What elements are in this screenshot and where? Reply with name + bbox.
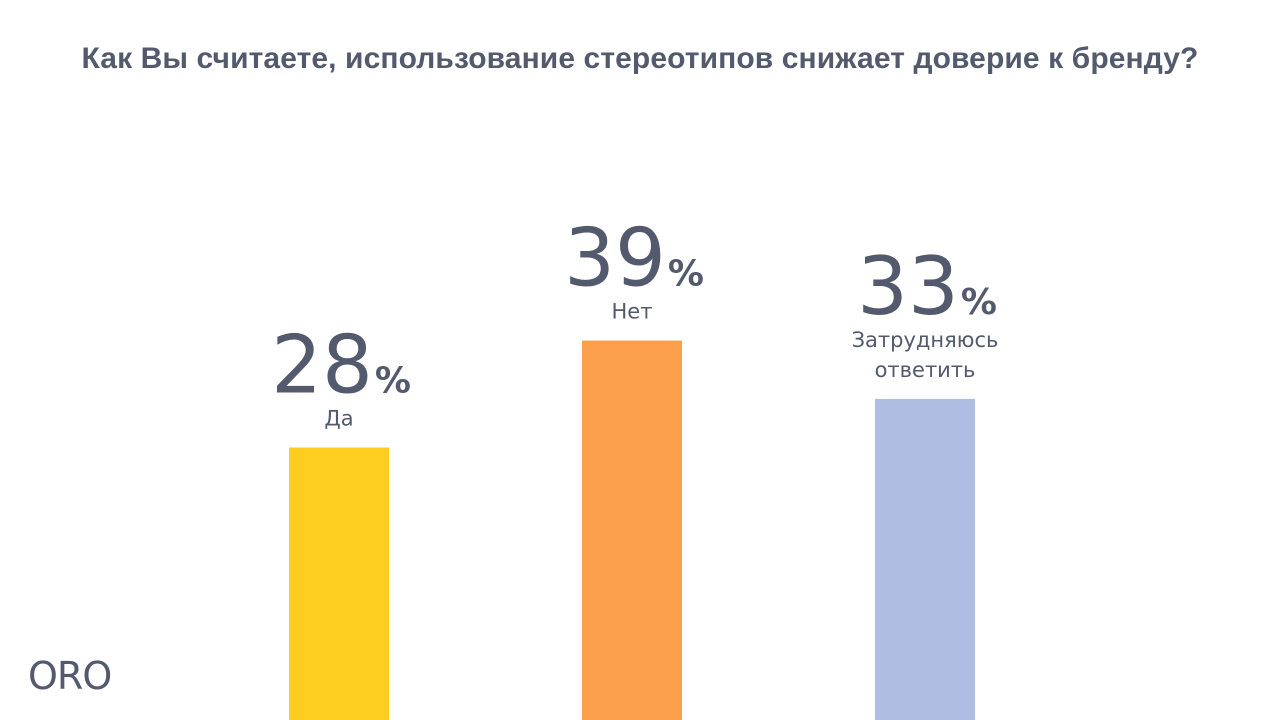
category-label-3: Затрудняюсь ответить bbox=[852, 328, 999, 382]
bar-2 bbox=[582, 340, 682, 720]
value-label-2: 39% bbox=[564, 212, 704, 305]
oro-logo: ORO bbox=[28, 654, 112, 698]
chart-title: Как Вы считаете, использование стереотип… bbox=[81, 42, 1199, 75]
bar-3 bbox=[875, 398, 975, 720]
category-label-1: Да bbox=[324, 407, 353, 431]
value-label-3: 33% bbox=[857, 240, 997, 333]
value-label-1: 28% bbox=[271, 319, 411, 412]
bar-1 bbox=[289, 447, 389, 720]
category-label-2: Нет bbox=[612, 300, 653, 324]
